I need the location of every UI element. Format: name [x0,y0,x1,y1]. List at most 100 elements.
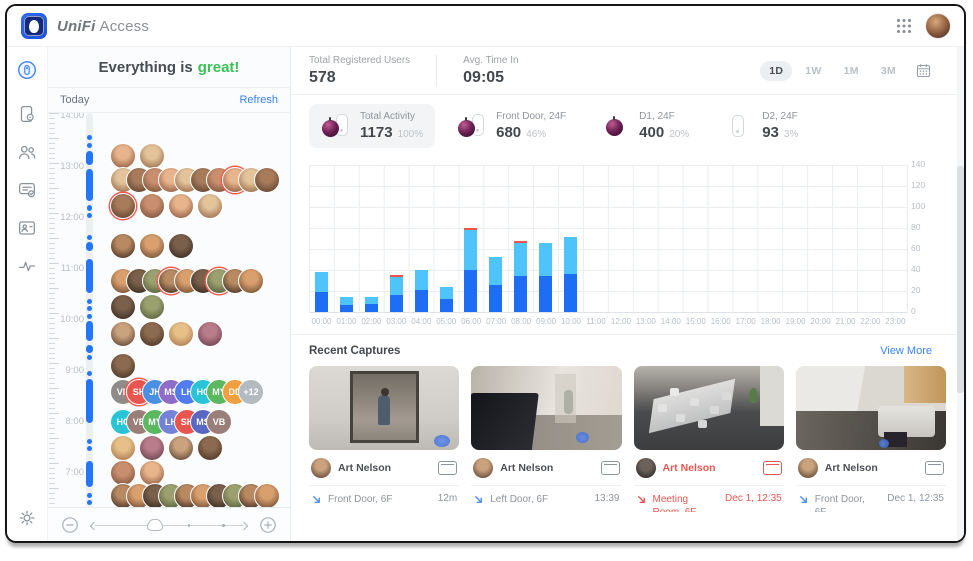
timeline-subbar: Today Refresh [48,87,290,113]
activity-card[interactable]: D1, 24F 400 20% [588,104,701,148]
capture-thumbnail-left-corridor[interactable] [471,366,622,450]
refresh-link[interactable]: Refresh [239,94,278,106]
timeline-photo-avatar[interactable] [139,233,165,259]
capture-card[interactable]: Art Nelson Meeting Room, 6F Dec 1, 12:35 [633,366,784,512]
timeline-photo-avatar[interactable] [110,143,136,169]
timeline-photo-avatar[interactable] [238,268,264,294]
zoom-in-icon[interactable] [259,516,277,534]
timeline-hour-label: 14:00 [60,113,84,121]
user-avatar[interactable] [926,14,950,38]
timeline-photo-avatar[interactable] [110,294,136,320]
timeline-photo-avatar[interactable] [168,321,194,347]
timeline-photo-avatar[interactable] [139,143,165,169]
range-option-1m[interactable]: 1M [843,64,859,77]
thumbnail-scene-element [555,374,577,424]
range-option-1w[interactable]: 1W [805,64,822,77]
timeline-photo-avatar[interactable] [110,321,136,347]
capture-thumbnail-office-lounge[interactable] [795,366,946,450]
timeline-photo-avatar[interactable] [168,233,194,259]
capture-person-avatar [797,458,818,478]
chart-bar[interactable] [464,228,478,312]
app-header: UniFi Access [7,6,964,47]
timeline-photo-avatar[interactable] [168,435,194,461]
range-option-1d[interactable]: 1D [760,60,793,81]
capture-card[interactable]: Art Nelson Front Door, 6F 12m [309,366,460,512]
nfc-card-icon[interactable] [762,461,782,475]
capture-location: Meeting Room, 6F [652,494,697,512]
timeline-photo-avatar[interactable] [110,193,136,219]
timeline-photo-avatar[interactable] [110,435,136,461]
sidebar-item-dashboard-doorbell-icon[interactable] [16,59,38,81]
activity-card-label: Total Activity [360,111,416,122]
timeline-hour-label: 12:00 [60,212,84,223]
timeline-photo-avatar[interactable] [110,353,136,379]
chart-bar[interactable] [314,272,328,312]
capture-detail-row: Left Door, 6F 13:39 [471,486,621,506]
sidebar-item-users-icon[interactable] [16,141,38,163]
chart-bar[interactable] [364,297,378,312]
chart-bar[interactable] [539,242,553,312]
chart-y-tick-label: 80 [911,222,921,232]
chart-bar[interactable] [414,270,428,312]
sidebar-item-credentials-icon[interactable] [16,217,38,239]
sidebar-item-doors-icon[interactable] [16,103,38,125]
sidebar-item-requests-icon[interactable] [16,179,38,201]
timeline-photo-avatar[interactable] [254,483,280,507]
activity-card[interactable]: D2, 24F 93 3% [711,104,810,148]
chart-bar[interactable] [514,240,528,312]
chart-bar[interactable] [439,286,453,312]
timeline-photo-avatar[interactable] [197,321,223,347]
settings-gear-icon[interactable] [16,507,38,529]
chart-bar[interactable] [489,257,503,312]
capture-card[interactable]: Art Nelson Front Door, 6F Dec 1, 12:35 [795,366,946,512]
range-option-3m[interactable]: 3M [880,64,896,77]
main-content: Everything is great! Today Refresh 14:00… [7,47,964,541]
timeline-photo-avatar[interactable] [139,294,165,320]
view-more-link[interactable]: View More [880,345,932,357]
nfc-card-icon[interactable] [925,461,944,475]
zoom-out-icon[interactable] [61,516,79,534]
timeline-avatar-row [110,460,165,486]
entry-arrow-icon [313,496,320,503]
timeline-initials-badge[interactable]: VB [206,409,232,435]
nfc-card-icon[interactable] [438,461,458,475]
entry-arrow-alert-icon [637,496,645,503]
timeline-zoom-slider[interactable] [89,516,249,534]
capture-thumbnail-meeting-room[interactable] [633,366,784,450]
activity-card-text: D1, 24F 400 20% [639,111,689,141]
main-scrollbar[interactable] [957,47,964,541]
chart-bar[interactable] [564,237,578,312]
timeline-photo-avatar[interactable] [110,460,136,486]
unifi-access-logo-icon[interactable] [21,13,47,39]
activity-chart-plot[interactable]: 0 20 40 60 80 100 120 140 [309,159,925,316]
timeline-initials-badge[interactable]: +12 [238,379,264,405]
chart-bar-segment-entries [464,270,478,312]
timeline-photo-avatar[interactable] [197,193,223,219]
timeline-photo-avatar[interactable] [110,233,136,259]
system-status: Everything is great! [48,47,290,87]
timeline-hour-label: 11:00 [60,263,84,274]
nfc-card-icon[interactable] [600,461,620,475]
capture-thumbnail-hallway-entrance[interactable] [309,366,460,450]
calendar-icon[interactable] [915,62,932,79]
chart-bar[interactable] [389,275,403,312]
chart-bar[interactable] [339,297,353,312]
timeline-photo-avatar[interactable] [139,460,165,486]
timeline-photo-avatar[interactable] [197,435,223,461]
app-launcher-grid-icon[interactable] [896,18,912,34]
dashboard-panel: Total Registered Users 578 Avg. Time In … [291,47,964,541]
activity-card[interactable]: Total Activity 1173 100% [309,104,436,148]
timeline-activity-segment [86,151,93,165]
activity-card[interactable]: Front Door, 24F 680 46% [445,104,578,148]
scrollbar-thumb[interactable] [957,165,964,393]
sidebar-item-activity-icon[interactable] [16,255,38,277]
timeline-photo-avatar[interactable] [139,193,165,219]
timeline-photo-avatar[interactable] [168,193,194,219]
timeline-photo-avatar[interactable] [139,321,165,347]
slider-handle[interactable] [147,518,164,531]
timeline-photo-avatar[interactable] [139,435,165,461]
capture-card[interactable]: Art Nelson Left Door, 6F 13:39 [471,366,622,512]
thumbnail-scene-element [576,432,590,444]
timeline-photo-avatar[interactable] [254,167,280,193]
timeline-body[interactable]: 14:00 13:00 12:00 11:00 10:00 9:00 8:00 7:00 VB S… [48,113,290,507]
